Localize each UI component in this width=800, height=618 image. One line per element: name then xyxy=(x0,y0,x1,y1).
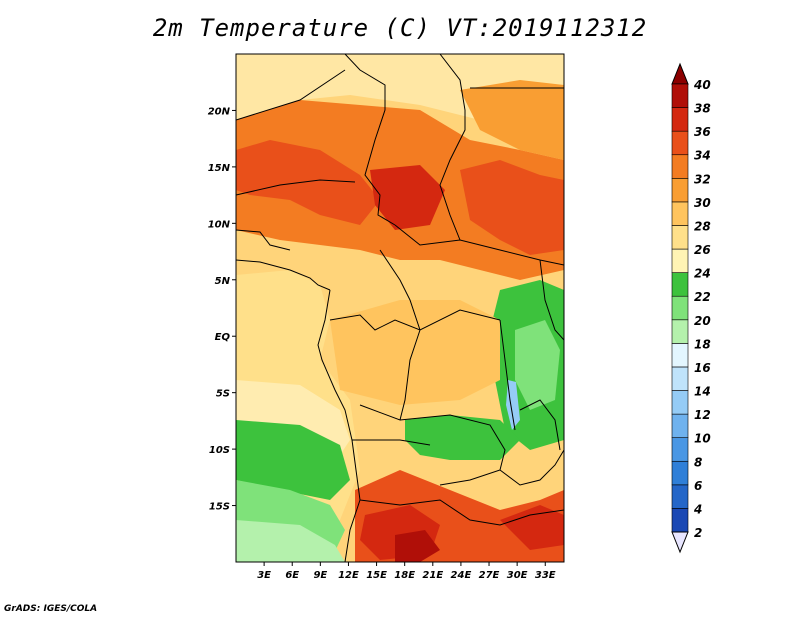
longitude-axis: 3E 6E 9E 12E 15E 18E 21E 24E 27E 30E 33E xyxy=(257,562,556,581)
map-frame xyxy=(235,53,565,563)
colorbar-label: 36 xyxy=(694,125,711,139)
colorbar-segment xyxy=(671,225,689,250)
colorbar-segment xyxy=(671,437,689,462)
lon-tick-label: 30E xyxy=(507,570,528,581)
colorbar-label: 24 xyxy=(694,267,711,281)
colorbar-label: 40 xyxy=(693,78,711,92)
lat-tick-label: EQ xyxy=(215,332,231,343)
colorbar-segment xyxy=(671,130,689,156)
colorbar-label: 12 xyxy=(694,408,711,422)
lon-tick-label: 27E xyxy=(479,570,500,581)
colorbar-segment xyxy=(671,83,689,108)
lat-tick-label: 15N xyxy=(208,163,231,174)
lon-tick-label: 18E xyxy=(394,570,415,581)
colorbar-segment xyxy=(671,508,689,533)
chad-hot-core xyxy=(370,165,445,230)
colorbar-label: 20 xyxy=(694,314,711,328)
zimbabwe-hot-core xyxy=(500,505,564,550)
latitude-axis: 20N 15N 10N 5N EQ 5S 10S 15S xyxy=(208,106,236,513)
congo-basin-warm xyxy=(330,300,500,405)
lat-tick-label: 5N xyxy=(215,276,231,287)
colorbar-label: 38 xyxy=(694,102,711,116)
colorbar-segment xyxy=(671,272,689,297)
kalahari-dark-core xyxy=(395,530,440,562)
colorbar-segment xyxy=(671,460,689,486)
lon-tick-label: 6E xyxy=(285,570,299,581)
north-east-warm xyxy=(460,80,564,160)
lon-tick-label: 12E xyxy=(338,570,359,581)
colorbar-label: 32 xyxy=(694,172,711,186)
colorbar-label: 16 xyxy=(694,361,711,375)
chart-title: 2m Temperature (C) VT:2019112312 xyxy=(152,14,648,42)
lat-tick-label: 10N xyxy=(208,219,231,230)
lon-tick-label: 24E xyxy=(451,570,472,581)
lat-tick-label: 20N xyxy=(208,106,231,117)
colorbar-segment xyxy=(671,201,689,226)
colorbar-label: 14 xyxy=(694,385,711,399)
lat-tick-label: 15S xyxy=(209,502,230,513)
colorbar-under-triangle xyxy=(671,531,689,554)
colorbar-segment xyxy=(671,390,689,415)
grads-credit: GrADS: IGES/COLA xyxy=(4,604,98,614)
colorbar-label: 34 xyxy=(694,149,711,163)
colorbar-segment xyxy=(671,154,689,179)
colorbar-segment xyxy=(671,295,689,321)
lon-tick-label: 21E xyxy=(422,570,443,581)
lat-tick-label: 5S xyxy=(216,389,230,400)
lon-tick-label: 9E xyxy=(313,570,327,581)
colorbar-segment xyxy=(671,107,689,132)
colorbar-label: 8 xyxy=(694,455,702,469)
sahel-hotter-core-east xyxy=(460,160,564,255)
colorbar-label: 2 xyxy=(694,526,702,540)
lon-tick-label: 15E xyxy=(366,570,387,581)
colorbar-segment xyxy=(671,248,689,273)
colorbar-segment xyxy=(671,366,689,391)
colorbar-label: 10 xyxy=(694,432,711,446)
colorbar-label: 22 xyxy=(694,290,711,304)
colorbar-label: 30 xyxy=(694,196,711,210)
ocean-green-south xyxy=(236,420,350,500)
lat-tick-label: 10S xyxy=(209,445,230,456)
colorbar-segment xyxy=(671,413,689,438)
colorbar-label: 26 xyxy=(694,243,711,257)
colorbar-over-triangle xyxy=(671,62,689,85)
sahel-hotter-core-west xyxy=(236,140,380,225)
country-borders xyxy=(236,54,564,562)
ocean-pale-green xyxy=(236,520,345,562)
lon-tick-label: 33E xyxy=(535,570,556,581)
colorbar-segment xyxy=(671,178,689,203)
lon-tick-label: 3E xyxy=(257,570,271,581)
colorbar-segment xyxy=(671,484,689,509)
colorbar-segment xyxy=(671,319,689,344)
colorbar-label: 28 xyxy=(694,219,711,233)
great-lakes-light-green xyxy=(515,320,560,410)
colorbar-label: 6 xyxy=(694,479,702,493)
colorbar-label: 4 xyxy=(693,502,702,516)
colorbar-label: 18 xyxy=(694,337,711,351)
temperature-field xyxy=(236,54,564,562)
colorbar-segment xyxy=(671,343,689,368)
